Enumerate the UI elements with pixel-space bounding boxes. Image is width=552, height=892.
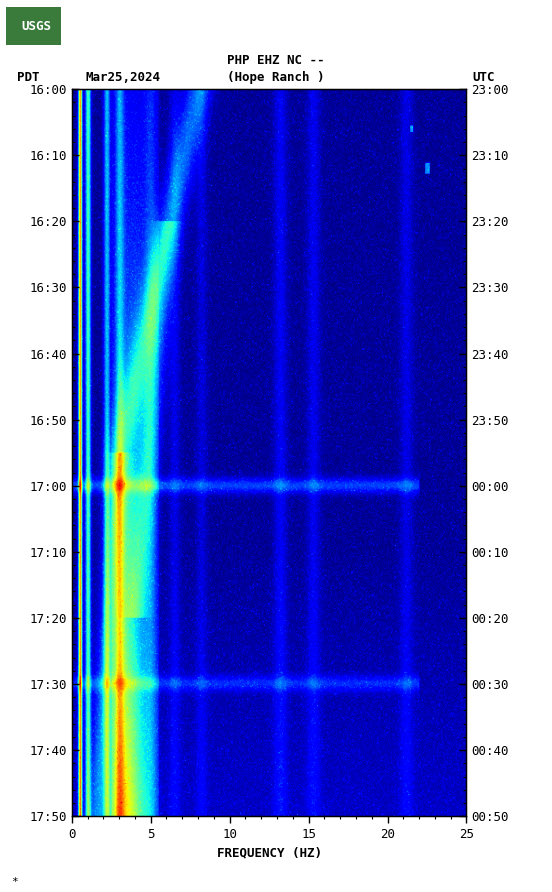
Text: USGS: USGS xyxy=(21,21,51,33)
Text: (Hope Ranch ): (Hope Ranch ) xyxy=(227,71,325,84)
Text: PHP EHZ NC --: PHP EHZ NC -- xyxy=(227,54,325,67)
Text: *: * xyxy=(11,877,18,887)
Text: UTC: UTC xyxy=(472,71,495,84)
FancyBboxPatch shape xyxy=(6,7,61,45)
Text: PDT: PDT xyxy=(17,71,39,84)
Text: Mar25,2024: Mar25,2024 xyxy=(86,71,161,84)
X-axis label: FREQUENCY (HZ): FREQUENCY (HZ) xyxy=(216,847,322,860)
